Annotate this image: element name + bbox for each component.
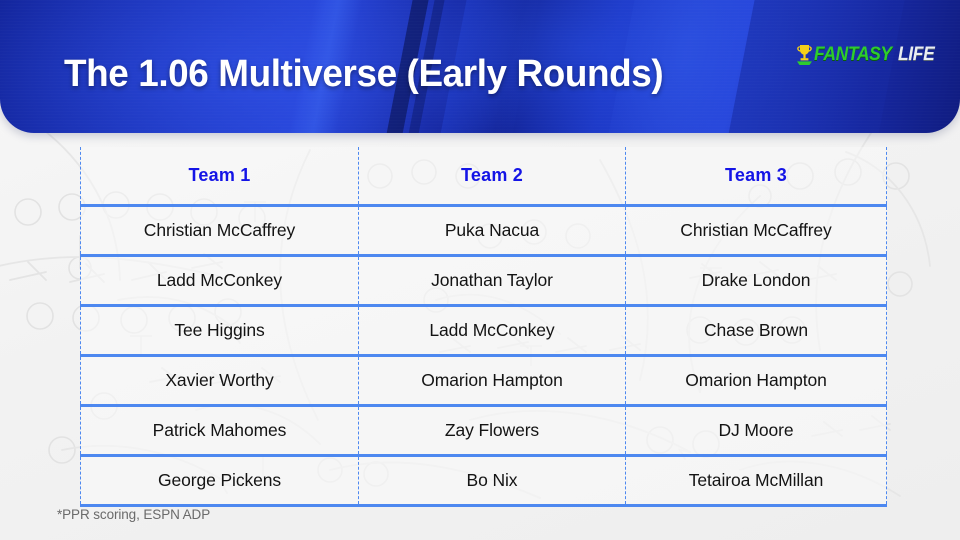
- logo-word-life: LIFE: [898, 43, 935, 65]
- trophy-icon: [796, 45, 812, 65]
- player-cell: Ladd McConkey: [80, 255, 359, 307]
- logo-word-fantasy: FANTASY: [813, 43, 892, 65]
- fantasy-life-logo[interactable]: FANTASY LIFE: [796, 41, 938, 67]
- roster-table: Team 1 Team 2 Team 3 Christian McCaffrey…: [80, 147, 887, 507]
- table-row: George Pickens Bo Nix Tetairoa McMillan: [80, 455, 887, 507]
- column-header-team-1: Team 1: [80, 147, 359, 207]
- column-header-team-3: Team 3: [625, 147, 887, 207]
- player-cell: Patrick Mahomes: [80, 405, 359, 457]
- header-banner: [0, 0, 960, 133]
- player-cell: Tee Higgins: [80, 305, 359, 357]
- banner-texture-overlay: [0, 0, 960, 133]
- player-cell: George Pickens: [80, 455, 359, 507]
- page-title: The 1.06 Multiverse (Early Rounds): [64, 53, 664, 96]
- player-cell: Drake London: [625, 255, 887, 307]
- player-cell: Puka Nacua: [358, 205, 626, 257]
- table-row: Ladd McConkey Jonathan Taylor Drake Lond…: [80, 255, 887, 307]
- player-cell: Ladd McConkey: [358, 305, 626, 357]
- player-cell: Chase Brown: [625, 305, 887, 357]
- player-cell: Omarion Hampton: [625, 355, 887, 407]
- table-header-row: Team 1 Team 2 Team 3: [80, 147, 887, 207]
- table-row: Patrick Mahomes Zay Flowers DJ Moore: [80, 405, 887, 457]
- table-row: Christian McCaffrey Puka Nacua Christian…: [80, 205, 887, 257]
- player-cell: Tetairoa McMillan: [625, 455, 887, 507]
- player-cell: Christian McCaffrey: [625, 205, 887, 257]
- footnote: *PPR scoring, ESPN ADP: [57, 507, 211, 522]
- player-cell: Omarion Hampton: [358, 355, 626, 407]
- player-cell: Zay Flowers: [358, 405, 626, 457]
- column-header-team-2: Team 2: [358, 147, 626, 207]
- table-row: Tee Higgins Ladd McConkey Chase Brown: [80, 305, 887, 357]
- player-cell: Christian McCaffrey: [80, 205, 359, 257]
- table-row: Xavier Worthy Omarion Hampton Omarion Ha…: [80, 355, 887, 407]
- player-cell: Xavier Worthy: [80, 355, 359, 407]
- player-cell: DJ Moore: [625, 405, 887, 457]
- player-cell: Bo Nix: [358, 455, 626, 507]
- player-cell: Jonathan Taylor: [358, 255, 626, 307]
